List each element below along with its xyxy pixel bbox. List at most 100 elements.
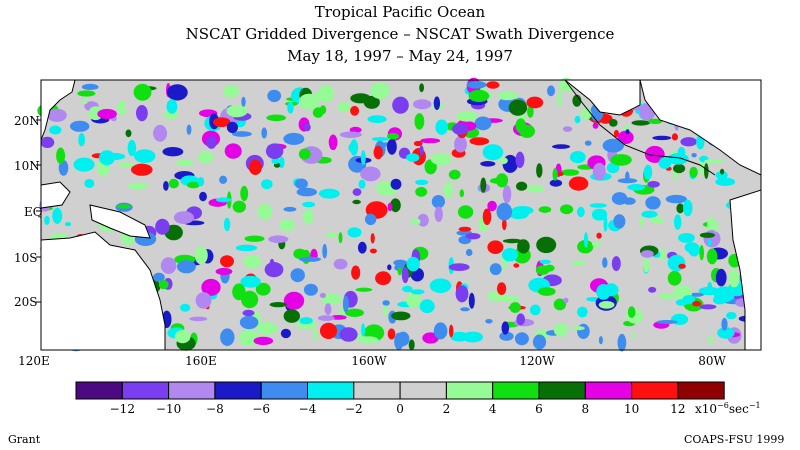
lat-label: 10S — [14, 251, 38, 265]
divergence-cell — [683, 199, 693, 217]
divergence-cell — [268, 235, 289, 243]
divergence-cell — [583, 232, 589, 248]
divergence-cell — [515, 151, 525, 168]
divergence-cell — [625, 129, 630, 135]
divergence-cell — [339, 131, 362, 138]
divergence-cell — [134, 149, 156, 164]
divergence-cell — [452, 123, 469, 135]
divergence-cell — [465, 233, 481, 240]
divergence-cell — [358, 336, 379, 344]
divergence-cell — [650, 216, 664, 224]
divergence-cell — [224, 143, 242, 159]
divergence-cell — [99, 150, 115, 166]
divergence-cell — [163, 181, 169, 191]
divergence-cell — [474, 116, 492, 131]
divergence-cell — [598, 301, 615, 309]
divergence-cell — [499, 157, 508, 165]
divergence-cell — [660, 247, 666, 263]
divergence-cell — [603, 216, 608, 232]
divergence-cell — [290, 268, 305, 283]
divergence-cell — [448, 263, 470, 271]
asia-landmass — [40, 79, 76, 141]
divergence-cell — [402, 285, 413, 293]
divergence-cell — [419, 145, 424, 156]
divergence-cell — [391, 311, 411, 321]
colorbar-swatch — [492, 381, 540, 400]
colorbar-tick-label: −6 — [252, 402, 270, 416]
divergence-cell — [118, 162, 135, 167]
divergence-cell — [495, 173, 509, 188]
divergence-cell — [643, 257, 650, 273]
divergence-cell — [560, 204, 574, 215]
divergence-cell — [560, 169, 580, 176]
divergence-cell — [382, 305, 388, 317]
divergence-cell — [128, 182, 148, 190]
divergence-cell — [296, 187, 317, 197]
divergence-cell — [591, 241, 602, 247]
divergence-cell — [417, 213, 429, 227]
divergence-cell — [371, 137, 390, 142]
divergence-cell — [197, 177, 205, 187]
divergence-cell — [240, 185, 249, 202]
divergence-cell — [303, 123, 311, 132]
divergence-cell — [513, 263, 520, 268]
divergence-cell — [117, 100, 126, 116]
divergence-cell — [502, 185, 512, 204]
colorbar-tick-label: 2 — [443, 402, 451, 416]
divergence-cell — [358, 179, 366, 189]
divergence-cell — [609, 119, 618, 127]
divergence-cell — [303, 283, 318, 296]
divergence-cell — [539, 259, 551, 264]
divergence-cell — [410, 289, 425, 295]
divergence-cell — [345, 308, 364, 317]
divergence-cell — [166, 99, 178, 114]
divergence-cell — [606, 162, 620, 174]
divergence-cell — [592, 162, 606, 181]
divergence-cell — [40, 136, 55, 148]
divergence-cell — [78, 133, 85, 147]
colorbar-swatch — [631, 381, 679, 400]
divergence-cell — [283, 206, 297, 212]
divergence-cell — [726, 311, 737, 320]
divergence-cell — [643, 164, 653, 180]
divergence-cell — [574, 115, 581, 124]
divergence-cell — [242, 309, 255, 317]
divergence-cell — [656, 320, 678, 324]
divergence-cell — [406, 153, 420, 162]
divergence-cell — [514, 332, 529, 346]
divergence-cell — [261, 179, 273, 190]
divergence-cell — [627, 184, 646, 191]
divergence-cell — [707, 216, 717, 234]
divergence-cell — [414, 113, 425, 130]
divergence-cell — [357, 241, 367, 254]
divergence-cell — [206, 136, 217, 149]
divergence-cell — [547, 85, 555, 97]
divergence-cell — [387, 138, 397, 155]
divergence-cell — [553, 323, 569, 337]
divergence-cell — [458, 226, 472, 232]
divergence-cell — [360, 150, 366, 165]
divergence-cell — [611, 256, 621, 272]
divergence-cell — [707, 239, 712, 247]
divergence-cell — [486, 81, 500, 89]
divergence-cell — [266, 114, 287, 122]
divergence-cell — [572, 260, 586, 266]
divergence-cell — [466, 81, 487, 89]
divergence-cell — [527, 105, 534, 118]
divergence-cell — [577, 206, 585, 218]
divergence-cell — [502, 218, 507, 231]
divergence-cell — [232, 200, 246, 213]
divergence-cell — [56, 147, 66, 164]
divergence-cell — [563, 297, 569, 304]
divergence-cell — [557, 172, 564, 176]
divergence-cell — [239, 315, 259, 330]
divergence-cell — [408, 339, 415, 351]
lon-label: 160E — [185, 354, 217, 368]
divergence-cell — [667, 153, 689, 165]
divergence-cell — [613, 129, 620, 138]
divergence-cell — [678, 263, 686, 269]
divergence-cell — [348, 143, 355, 153]
divergence-cell — [302, 201, 316, 208]
divergence-cell — [232, 283, 246, 301]
divergence-cell — [435, 119, 449, 135]
